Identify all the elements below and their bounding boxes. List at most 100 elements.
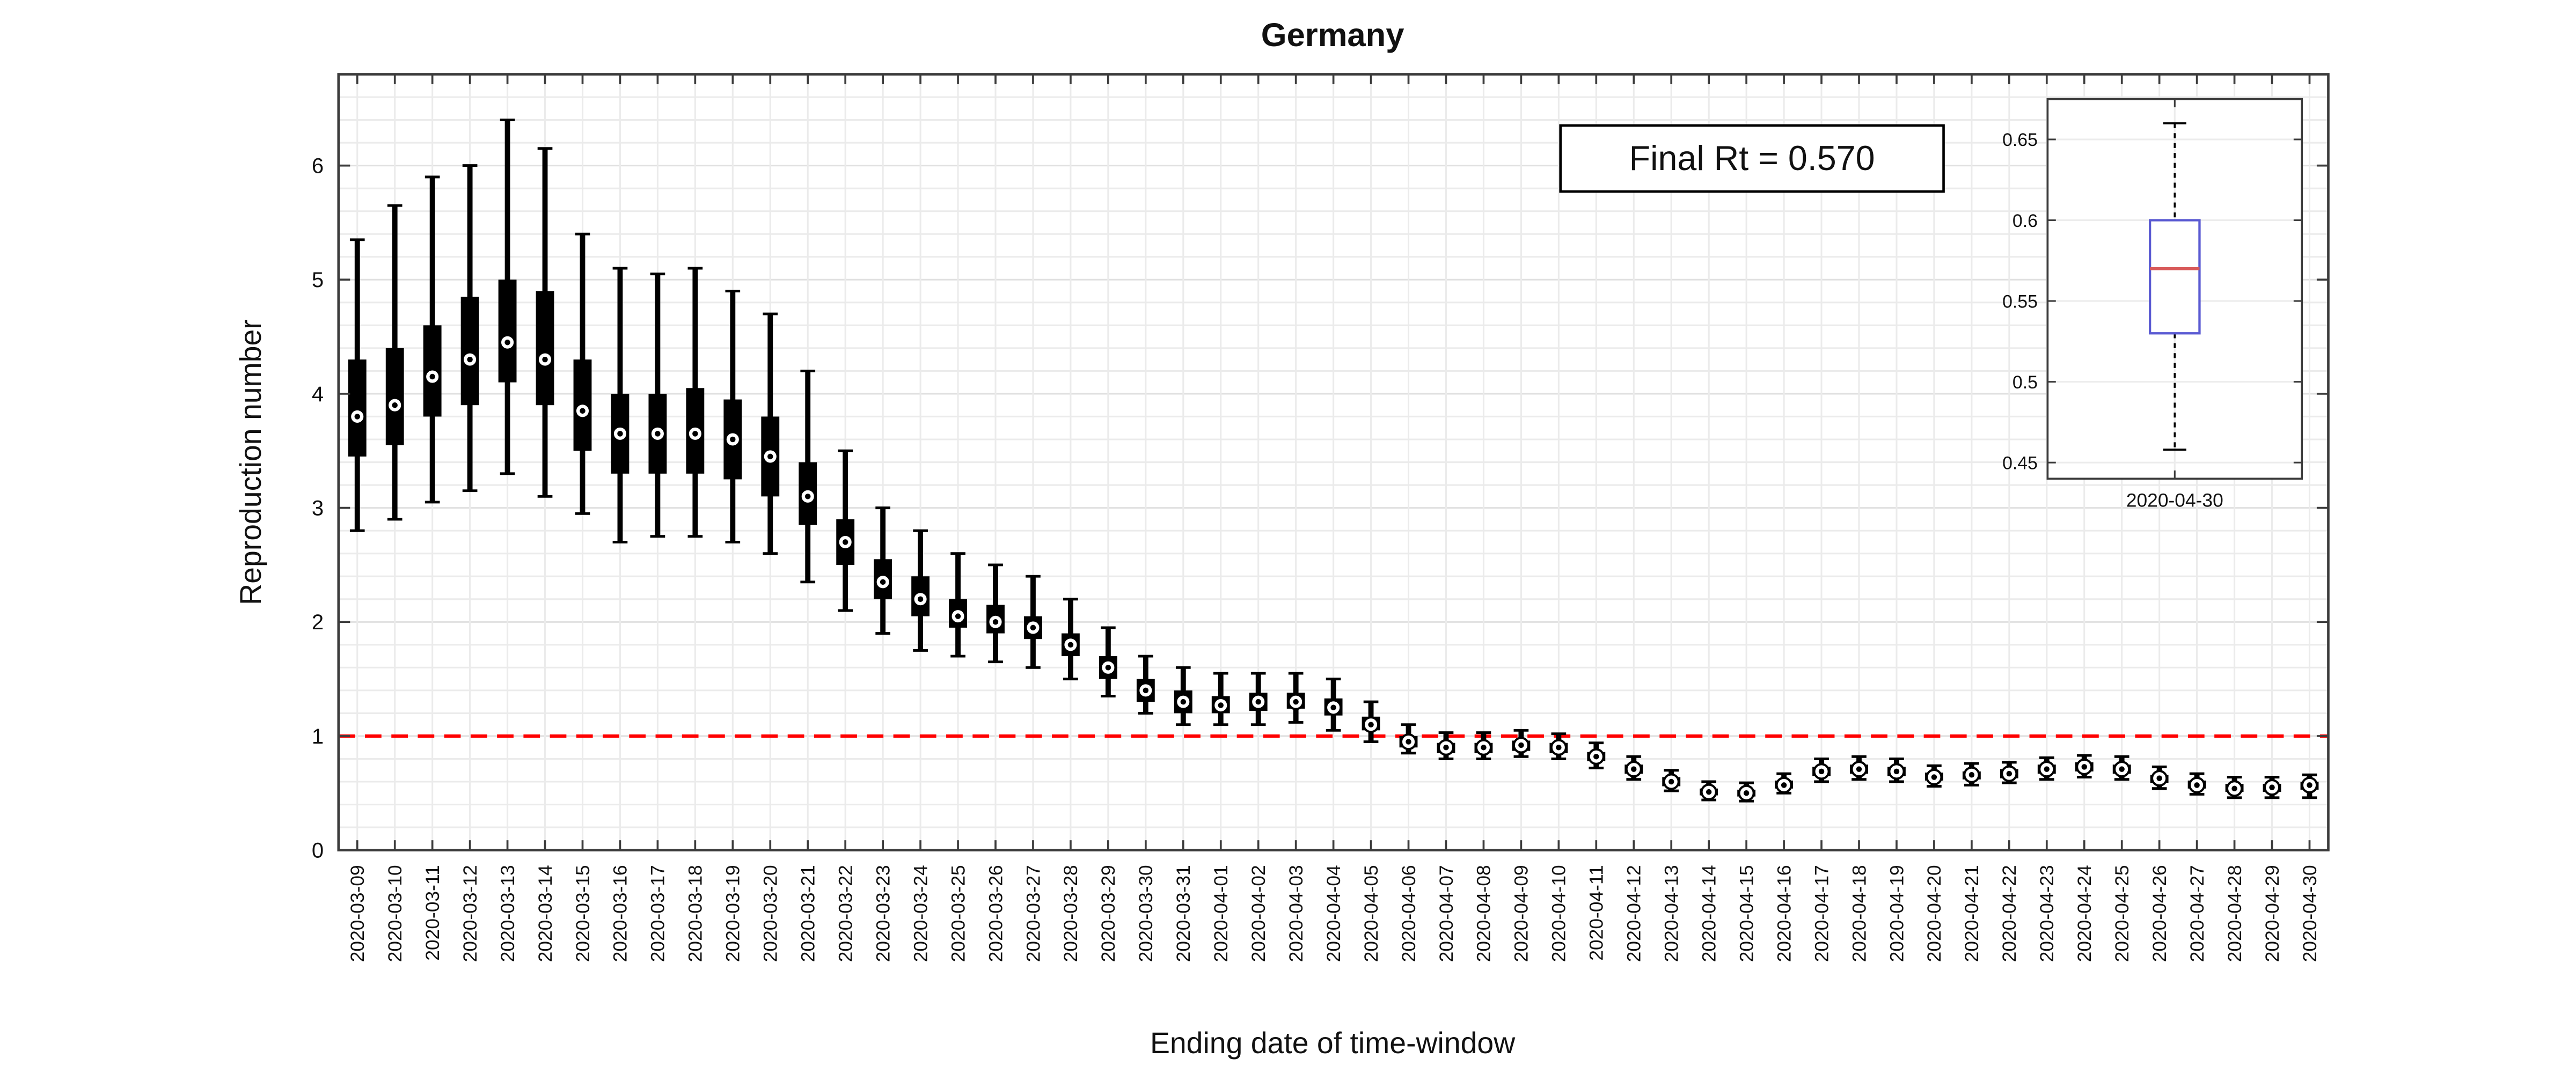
median-marker-dot — [1406, 739, 1411, 745]
x-tick-label: 2020-04-08 — [1474, 865, 1495, 962]
boxplot — [536, 147, 554, 498]
median-marker-dot — [354, 414, 360, 420]
y-axis-label: Reproduction number — [234, 319, 267, 605]
median-marker-dot — [2044, 766, 2050, 772]
x-tick-label: 2020-04-14 — [1699, 865, 1719, 962]
final-rt-annotation: Final Rt = 0.570 — [1559, 124, 1945, 193]
median-marker-dot — [2194, 782, 2200, 788]
x-tick-label: 2020-03-16 — [610, 865, 631, 962]
median-marker-dot — [2231, 785, 2237, 792]
x-tick-label: 2020-03-14 — [535, 865, 556, 962]
boxplot — [1024, 575, 1042, 669]
x-tick-label: 2020-03-18 — [685, 865, 706, 962]
x-tick-label: 2020-04-27 — [2187, 865, 2208, 962]
x-tick-label: 2020-04-26 — [2149, 865, 2170, 962]
median-marker-dot — [917, 596, 924, 602]
median-marker-dot — [1067, 642, 1074, 648]
x-tick-label: 2020-03-11 — [422, 865, 443, 960]
median-marker-dot — [767, 453, 773, 460]
median-marker-dot — [1443, 744, 1449, 751]
median-marker-dot — [1818, 768, 1825, 775]
x-tick-label: 2020-04-02 — [1248, 865, 1269, 962]
median-marker-dot — [2269, 784, 2275, 790]
y-tick-label: 1 — [312, 725, 324, 748]
boxplot — [2300, 773, 2319, 799]
median-marker-dot — [992, 619, 999, 625]
boxplot — [1437, 731, 1455, 760]
boxplot — [2000, 761, 2018, 784]
x-tick-label: 2020-04-04 — [1323, 865, 1344, 962]
y-tick-label: 6 — [312, 154, 324, 178]
median-marker-dot — [1255, 699, 1261, 705]
chart-title: Germany — [1261, 17, 1404, 54]
x-tick-label: 2020-04-17 — [1811, 865, 1832, 962]
inset-plot: 0.45 0.5 0.55 0.6 0.65 — [2002, 98, 2303, 480]
boxplot — [573, 232, 592, 515]
x-tick-label: 2020-04-22 — [1999, 865, 2020, 962]
boxplot — [874, 506, 892, 635]
boxplot — [1887, 758, 1906, 783]
boxplot — [1474, 731, 1493, 760]
y-tick-label: 3 — [312, 496, 324, 520]
x-tick-label: 2020-03-25 — [948, 865, 969, 962]
x-tick-label: 2020-03-27 — [1023, 865, 1044, 962]
x-tick-label: 2020-03-29 — [1098, 865, 1119, 962]
x-tick-label: 2020-04-25 — [2112, 865, 2133, 962]
x-tick-label: 2020-03-28 — [1060, 865, 1081, 962]
median-marker-dot — [955, 613, 961, 619]
annotation-text: Final Rt = 0.570 — [1629, 139, 1875, 178]
inset-iqr-box — [2149, 219, 2201, 335]
boxplot — [1286, 672, 1305, 724]
median-marker-dot — [1481, 744, 1487, 751]
x-tick-label: 2020-03-09 — [347, 865, 368, 962]
inset-y-tick-label: 0.65 — [2002, 130, 2038, 150]
x-tick-label: 2020-04-13 — [1662, 865, 1682, 962]
x-tick-label: 2020-04-16 — [1774, 865, 1795, 962]
median-marker-dot — [1030, 624, 1036, 631]
boxplot — [2150, 765, 2169, 790]
boxplot — [1624, 755, 1643, 781]
y-tick-label: 2 — [312, 611, 324, 634]
grid-layer — [338, 73, 2329, 850]
inset-category-label: 2020-04-30 — [2126, 490, 2223, 511]
median-marker-dot — [1593, 753, 1599, 760]
x-tick-label: 2020-04-23 — [2037, 865, 2058, 962]
boxplot — [911, 529, 930, 652]
median-marker-dot — [2081, 764, 2087, 770]
median-marker-dot — [692, 431, 698, 437]
median-marker-dot — [1143, 687, 1149, 694]
boxplot — [2225, 776, 2244, 799]
iqr-box — [348, 359, 367, 457]
boxplot — [1850, 755, 1868, 781]
boxplot — [723, 290, 742, 543]
inset-y-tick-label: 0.6 — [2012, 211, 2038, 231]
x-tick-label: 2020-04-29 — [2262, 865, 2283, 962]
x-tick-label: 2020-04-03 — [1286, 865, 1307, 962]
median-marker-dot — [1105, 665, 1111, 671]
main-plot: 0 1 2 3 4 5 6 2020-03-09 2020-03-10 2020-03-11 202… — [312, 73, 2330, 962]
boxplot — [1061, 598, 1080, 681]
median-marker-dot — [1180, 699, 1187, 705]
boxplot — [986, 563, 1005, 664]
iqr-box — [385, 348, 404, 445]
boxplot — [1775, 772, 1794, 795]
x-tick-label: 2020-04-28 — [2224, 865, 2245, 962]
x-tick-label: 2020-03-17 — [648, 865, 669, 962]
boxplot — [1399, 723, 1418, 755]
x-tick-label: 2020-04-06 — [1399, 865, 1419, 962]
median-marker-dot — [504, 340, 510, 346]
boxplot — [385, 204, 404, 521]
iqr-box — [460, 297, 479, 406]
median-marker-dot — [580, 408, 586, 414]
x-tick-label: 2020-03-31 — [1173, 865, 1194, 962]
inset-y-tick-label: 0.5 — [2012, 372, 2038, 393]
median-marker-dot — [842, 539, 848, 545]
boxplot — [1249, 672, 1268, 726]
x-tick-label: 2020-03-26 — [985, 865, 1006, 962]
x-tick-label: 2020-03-19 — [723, 865, 744, 962]
median-marker-dot — [1556, 744, 1562, 751]
median-marker-dot — [880, 579, 886, 585]
median-marker-dot — [2156, 775, 2162, 781]
